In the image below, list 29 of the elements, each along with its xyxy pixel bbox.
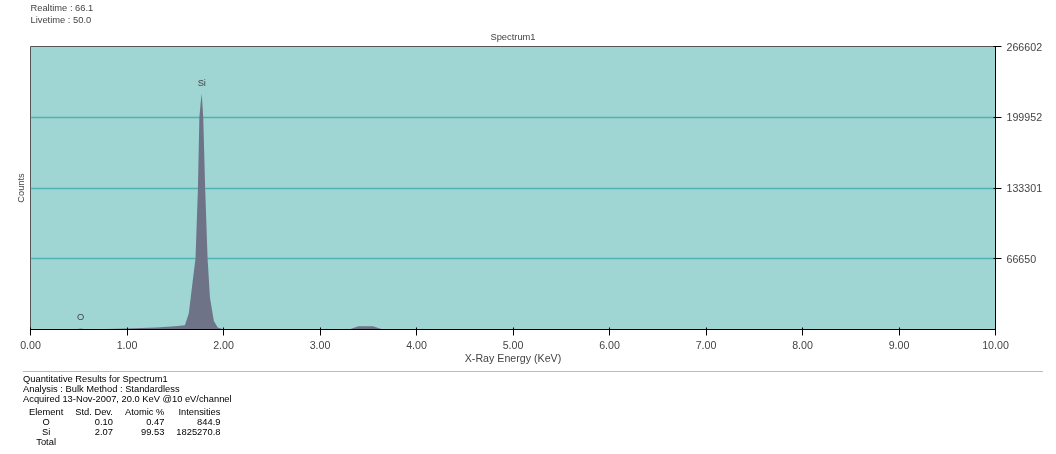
x-tick-label: 5.00 bbox=[502, 338, 524, 351]
text: O 0.10 0.47 844.9 bbox=[42, 417, 221, 428]
y-tick-label: 66650 bbox=[1006, 252, 1037, 265]
x-tick-label: 3.00 bbox=[309, 338, 331, 351]
x-axis-title: X-Ray Energy (KeV) bbox=[464, 351, 562, 364]
annotation: O bbox=[77, 312, 85, 323]
y-tick-label: 199952 bbox=[1006, 111, 1043, 124]
text: Element Std. Dev. Atomic % Intensities bbox=[29, 407, 221, 418]
x-tick-label: 0.00 bbox=[20, 338, 41, 351]
y-axis-title: Counts bbox=[15, 172, 26, 203]
x-tick-label: 1.00 bbox=[116, 338, 138, 351]
x-tick-label: 2.00 bbox=[213, 338, 234, 351]
text: Quantitative Results for Spectrum1 bbox=[23, 374, 169, 385]
x-tick-label: 7.00 bbox=[695, 338, 717, 351]
text: Livetime : 50.0 bbox=[30, 14, 92, 25]
x-tick-label: 8.00 bbox=[792, 338, 813, 351]
y-tick-label: 133301 bbox=[1006, 182, 1043, 194]
text: Analysis : Bulk Method : Standardless bbox=[23, 383, 181, 394]
x-tick-label: 9.00 bbox=[888, 338, 910, 351]
annotation: Si bbox=[197, 77, 206, 88]
text: Total bbox=[35, 436, 57, 448]
y-tick-label: 266602 bbox=[1006, 40, 1043, 53]
x-tick-label: 6.00 bbox=[599, 338, 620, 351]
x-tick-label: 10.00 bbox=[982, 338, 1009, 351]
chart-title: Spectrum1 bbox=[490, 31, 536, 42]
text: Si 2.07 99.53 1825270.8 bbox=[41, 426, 221, 437]
x-tick-label: 4.00 bbox=[406, 338, 427, 351]
text: Realtime : 66.1 bbox=[30, 2, 94, 13]
text: Acquired 13-Nov-2007, 20.0 KeV @10 eV/channel bbox=[23, 393, 233, 405]
